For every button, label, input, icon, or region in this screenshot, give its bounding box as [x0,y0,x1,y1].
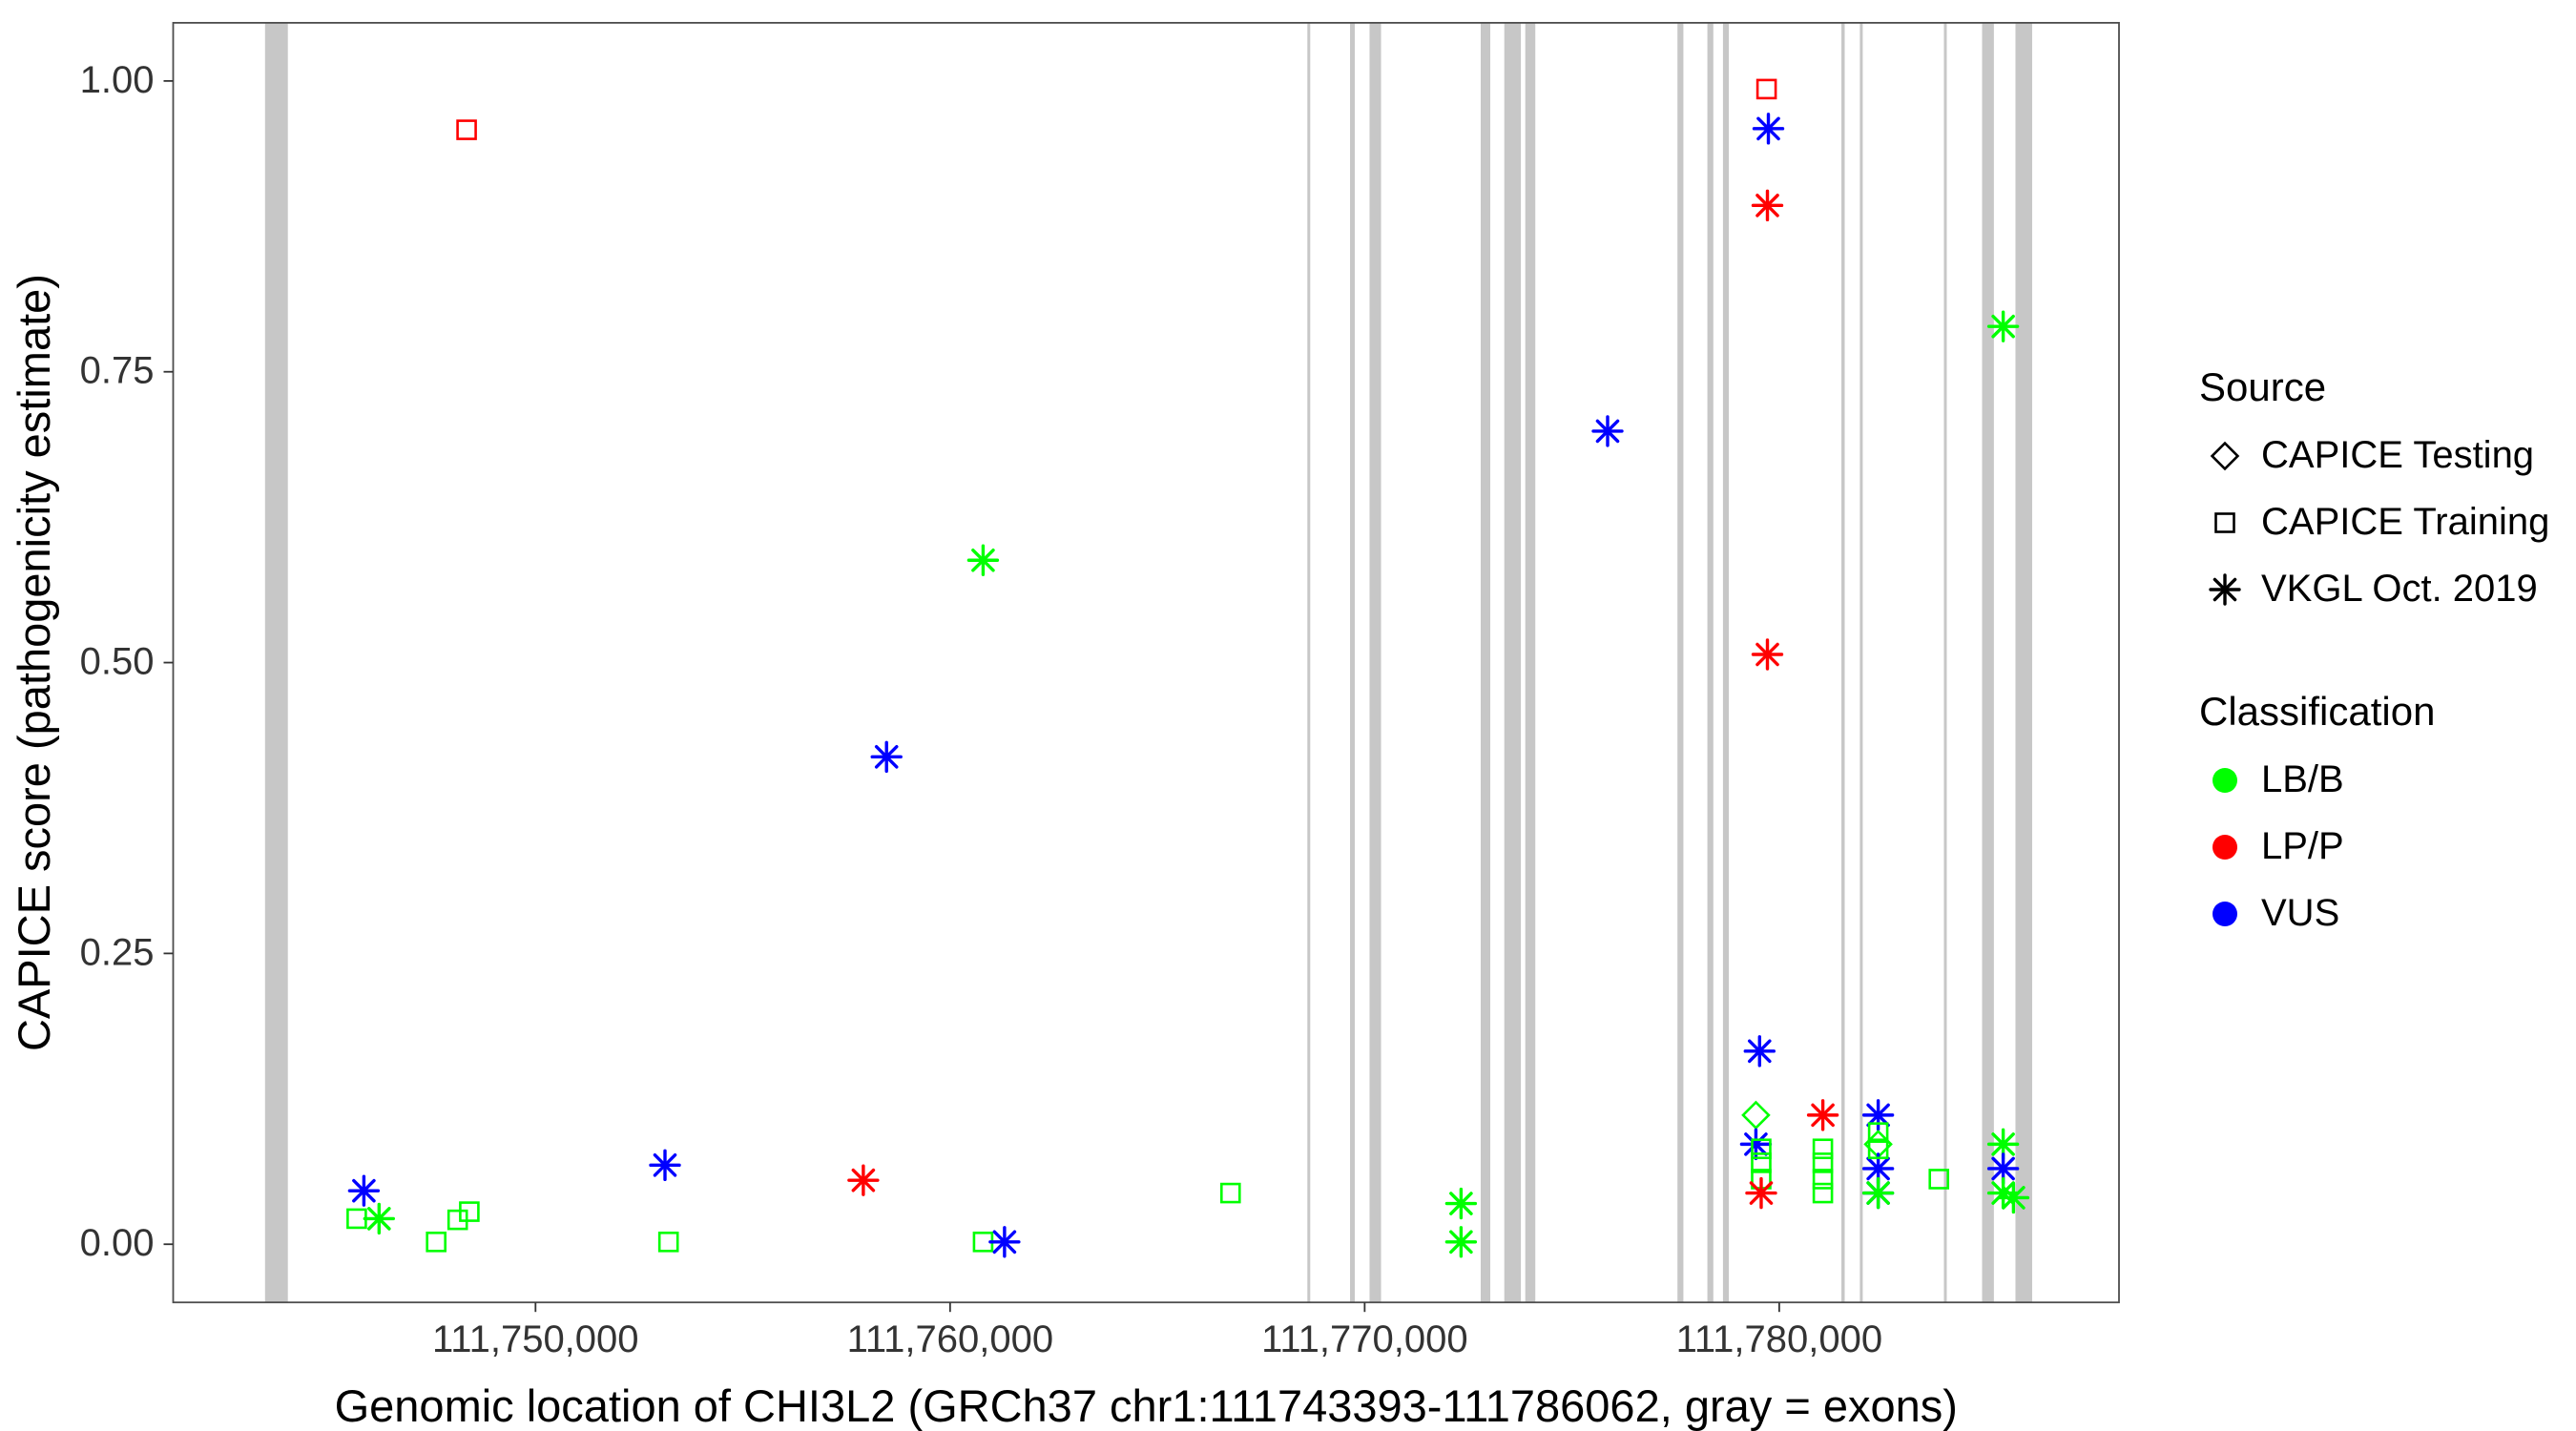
svg-text:0.00: 0.00 [80,1222,155,1264]
svg-text:0.50: 0.50 [80,641,155,683]
svg-text:CAPICE Training: CAPICE Training [2261,501,2549,543]
svg-text:LP/P: LP/P [2261,825,2344,867]
svg-text:111,780,000: 111,780,000 [1676,1318,1883,1360]
svg-text:1.00: 1.00 [80,59,155,101]
svg-text:0.25: 0.25 [80,931,155,973]
svg-text:111,770,000: 111,770,000 [1261,1318,1468,1360]
svg-text:Source: Source [2199,364,2326,409]
svg-text:0.75: 0.75 [80,350,155,392]
svg-text:VUS: VUS [2261,892,2339,934]
svg-text:Genomic location of CHI3L2 (GR: Genomic location of CHI3L2 (GRCh37 chr1:… [335,1380,1958,1431]
svg-text:111,750,000: 111,750,000 [432,1318,639,1360]
svg-text:CAPICE Testing: CAPICE Testing [2261,434,2534,476]
svg-text:VKGL Oct. 2019: VKGL Oct. 2019 [2261,568,2538,610]
svg-text:LB/B: LB/B [2261,758,2344,800]
svg-text:Classification: Classification [2199,689,2435,734]
svg-text:CAPICE score (pathogenicity es: CAPICE score (pathogenicity estimate) [9,274,59,1051]
svg-text:111,760,000: 111,760,000 [847,1318,1054,1360]
